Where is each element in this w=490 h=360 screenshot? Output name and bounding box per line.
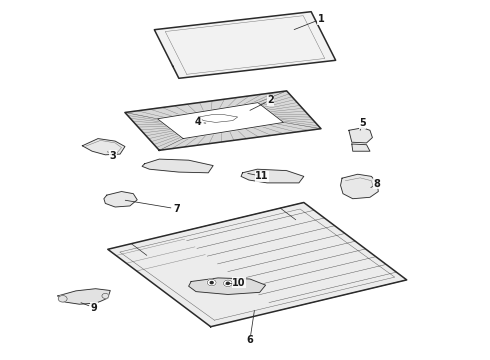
- Polygon shape: [125, 91, 321, 150]
- Text: 2: 2: [267, 95, 274, 105]
- Circle shape: [210, 282, 213, 284]
- Circle shape: [207, 279, 216, 286]
- Text: 8: 8: [374, 179, 381, 189]
- Text: 3: 3: [109, 150, 116, 161]
- Circle shape: [58, 296, 67, 302]
- Text: 11: 11: [255, 171, 269, 181]
- Text: 9: 9: [91, 303, 98, 313]
- Circle shape: [226, 282, 229, 284]
- Polygon shape: [352, 144, 370, 151]
- Text: 10: 10: [232, 278, 246, 288]
- Polygon shape: [157, 103, 284, 139]
- Polygon shape: [108, 202, 407, 327]
- Circle shape: [223, 280, 232, 287]
- Polygon shape: [58, 289, 110, 304]
- Polygon shape: [349, 128, 372, 143]
- Polygon shape: [104, 192, 137, 207]
- Circle shape: [102, 293, 109, 298]
- Text: 4: 4: [195, 117, 202, 127]
- Polygon shape: [241, 169, 304, 183]
- Text: 1: 1: [318, 14, 324, 24]
- Polygon shape: [142, 159, 213, 173]
- Polygon shape: [154, 12, 336, 78]
- Polygon shape: [198, 114, 238, 122]
- Text: 6: 6: [246, 335, 253, 345]
- Polygon shape: [341, 174, 378, 199]
- Text: 7: 7: [173, 204, 180, 214]
- Text: 5: 5: [359, 118, 366, 128]
- Polygon shape: [189, 278, 266, 294]
- Polygon shape: [82, 139, 125, 155]
